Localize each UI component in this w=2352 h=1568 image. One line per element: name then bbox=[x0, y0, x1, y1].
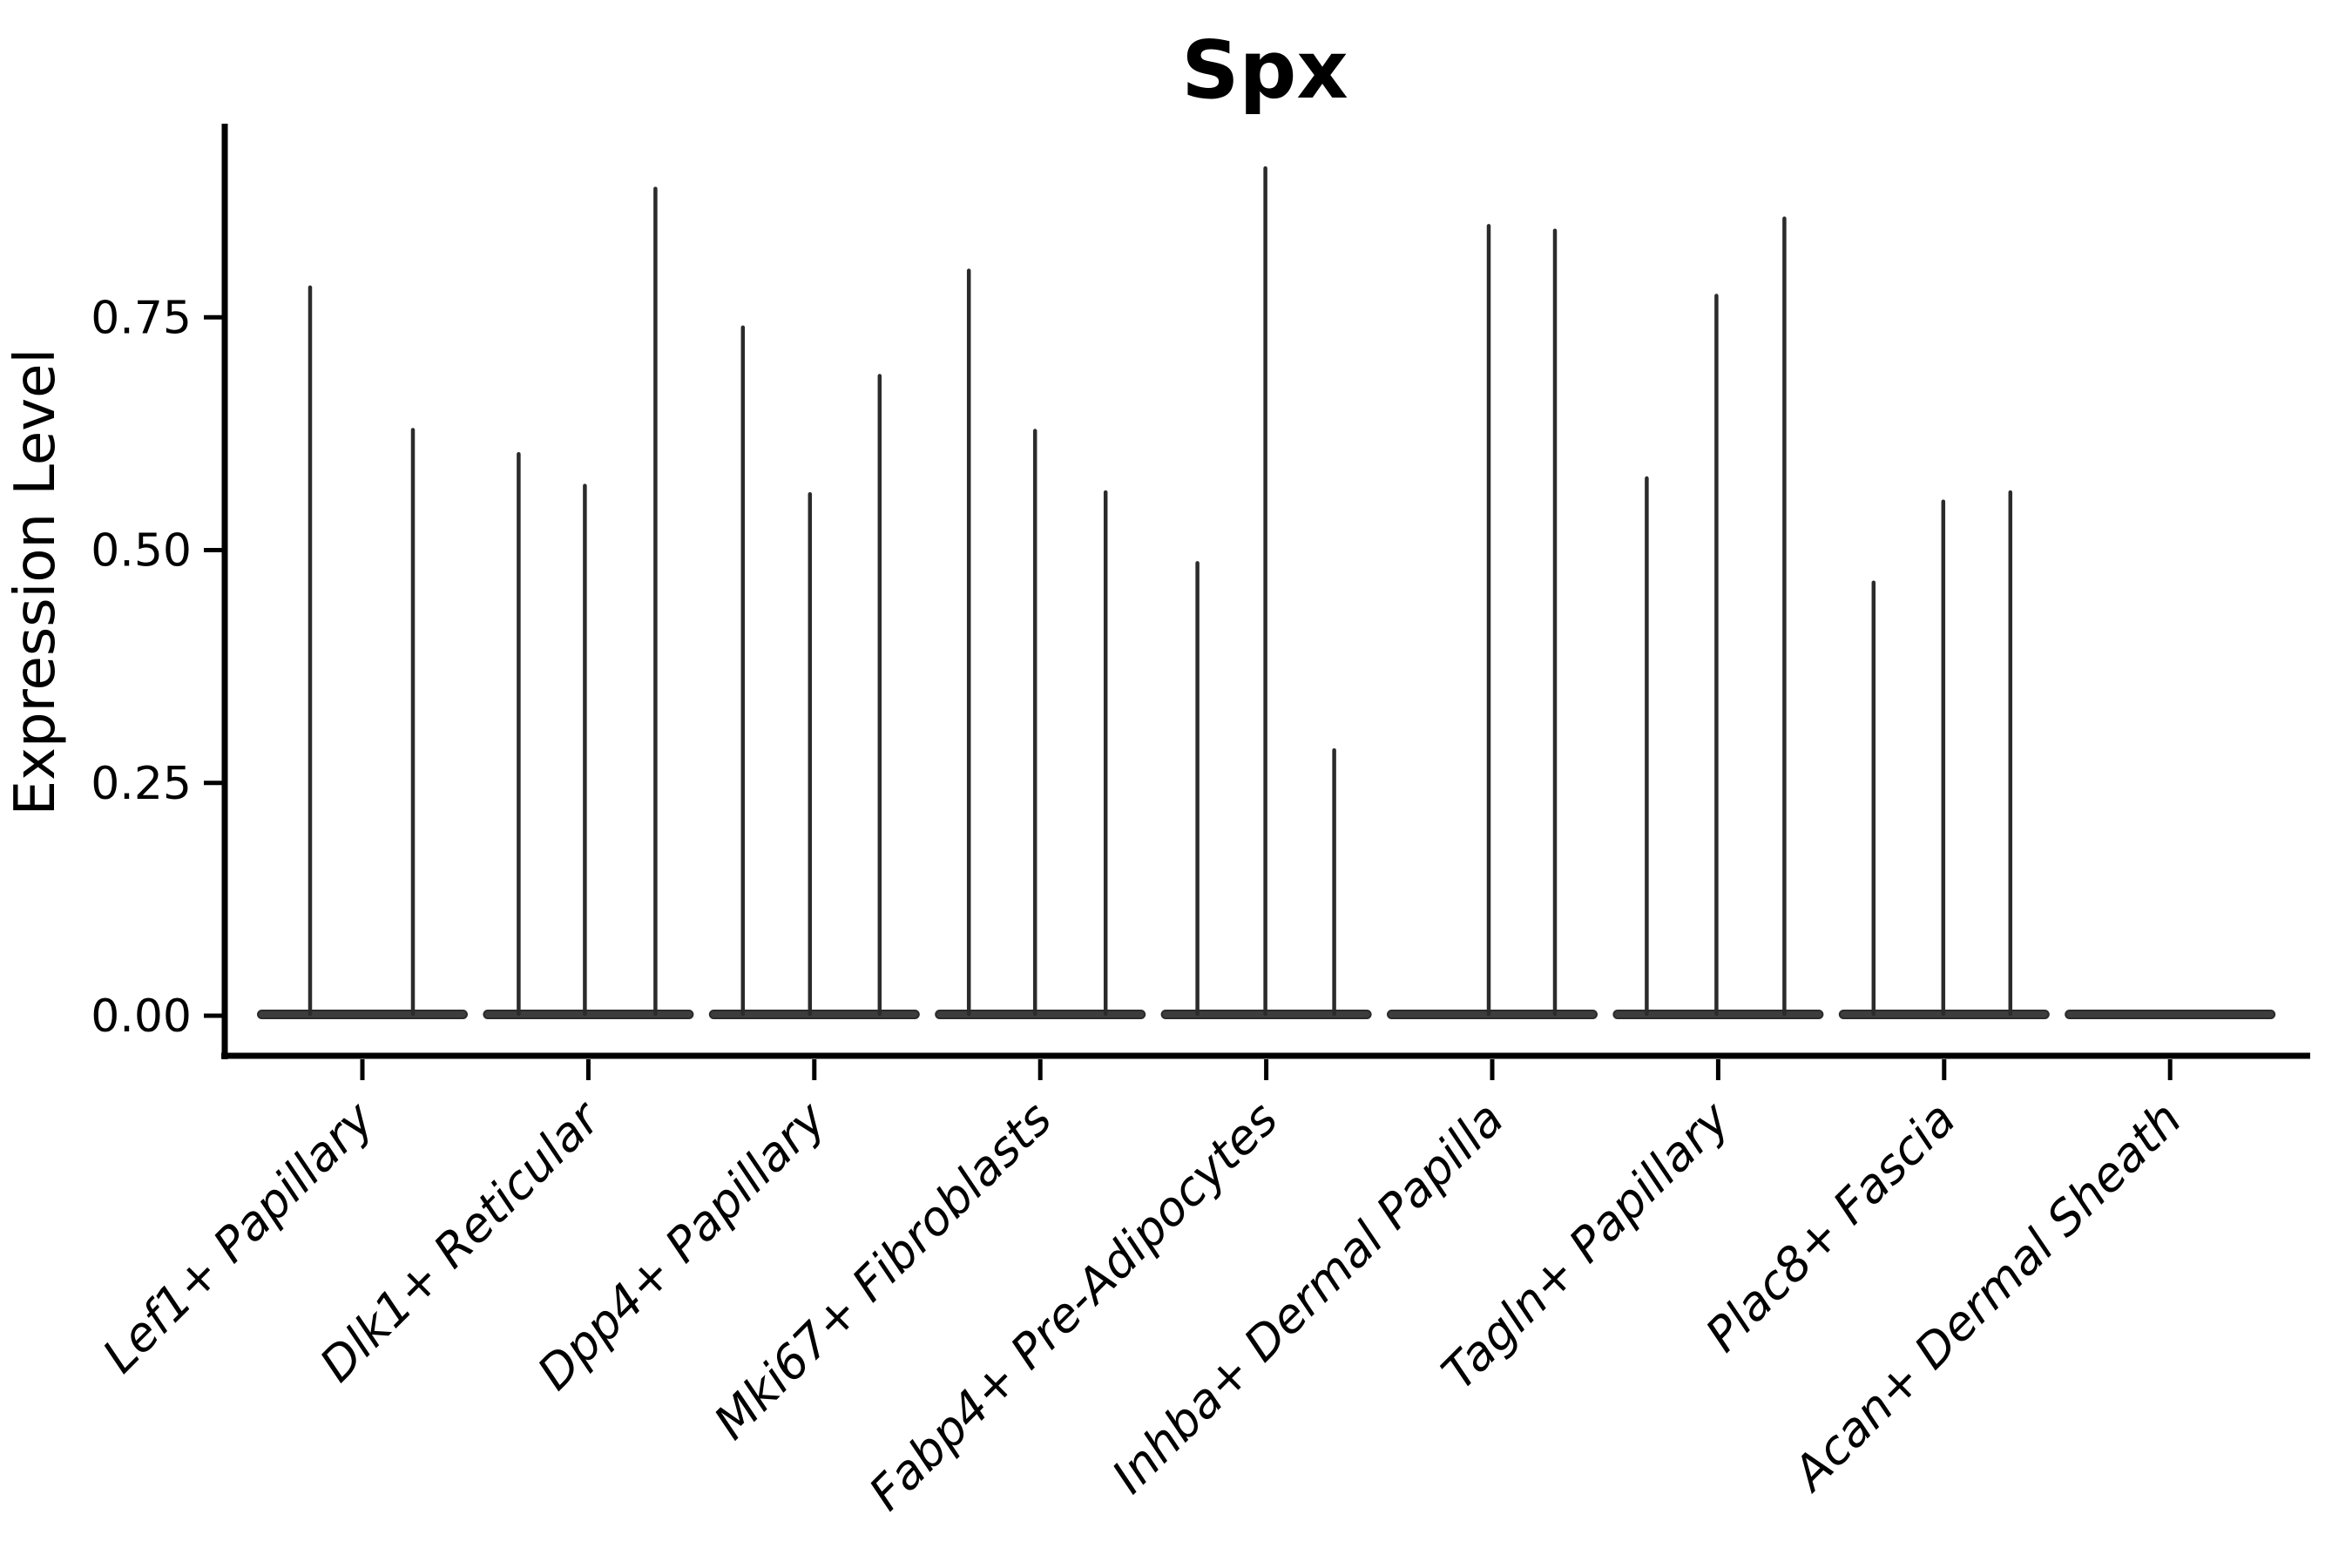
violin-9 bbox=[2065, 1010, 2276, 1019]
violin-5 bbox=[1160, 166, 1372, 1019]
x-tick-label: Fabp4+ Pre-Adipocytes bbox=[858, 1092, 1288, 1521]
y-tick-label: 0.00 bbox=[91, 990, 192, 1043]
violin-base bbox=[257, 1010, 468, 1019]
y-tick-label: 0.25 bbox=[91, 758, 192, 810]
chart-title: Spx bbox=[1181, 24, 1348, 117]
violin-8 bbox=[1838, 490, 2050, 1019]
y-axis-label: Expression Level bbox=[3, 348, 68, 816]
violin-base bbox=[1387, 1010, 1598, 1019]
violin-2 bbox=[483, 186, 694, 1019]
violin-7 bbox=[1612, 216, 1824, 1019]
x-tick-label: Inhba+ Dermal Papilla bbox=[1101, 1092, 1514, 1504]
y-tick-label: 0.50 bbox=[91, 525, 192, 578]
violin-base bbox=[708, 1010, 920, 1019]
x-tick-label: Acan+ Dermal Sheath bbox=[1781, 1092, 2192, 1503]
y-axis-ticks-group: 0.00 0.25 0.50 0.75 bbox=[91, 292, 222, 1043]
violin-1 bbox=[257, 285, 468, 1019]
violin-base bbox=[2065, 1010, 2276, 1019]
y-tick-label: 0.75 bbox=[91, 292, 192, 344]
violin-6 bbox=[1387, 224, 1598, 1019]
violin-base bbox=[483, 1010, 694, 1019]
violin-3 bbox=[708, 325, 920, 1019]
violin-base bbox=[935, 1010, 1146, 1019]
violins-group bbox=[257, 166, 2276, 1019]
violin-4 bbox=[935, 268, 1146, 1019]
